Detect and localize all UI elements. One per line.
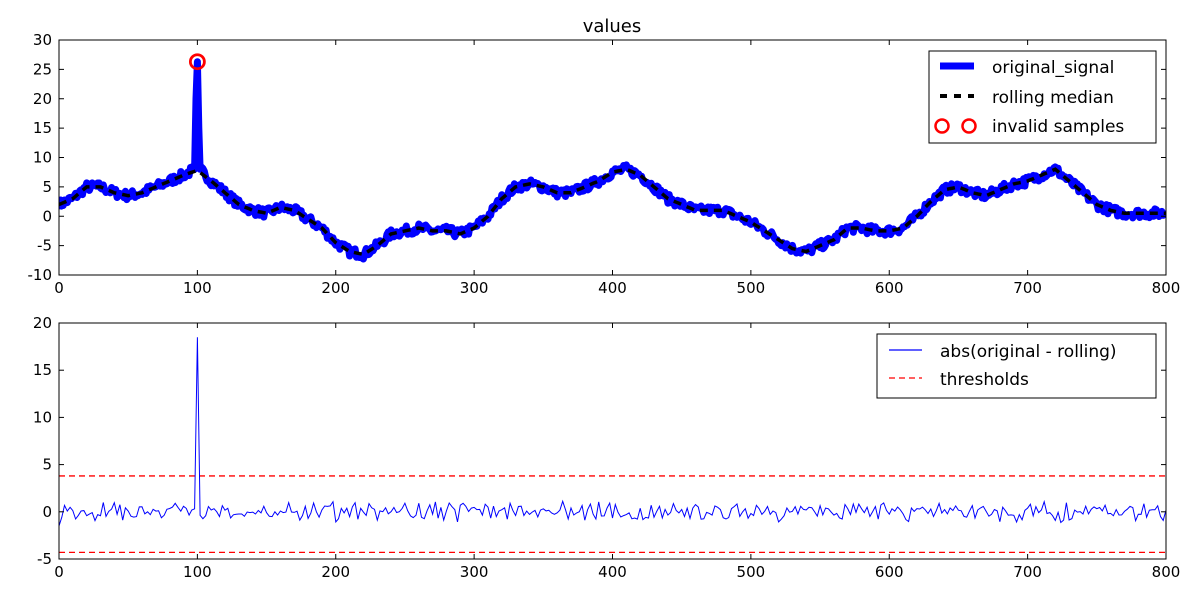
x-tick-label: 100 [183, 563, 212, 581]
legend-marker-invalid-2 [961, 118, 977, 134]
y-tick-label: -5 [37, 237, 52, 255]
x-tick-label: 400 [598, 279, 627, 297]
series-original-signal [59, 58, 1166, 263]
subplot-values: values 0 100 200 300 400 500 600 700 800 -10 -5 0 5 1… [28, 16, 1181, 297]
plot-area-values [59, 53, 1166, 263]
x-tick-label: 500 [737, 563, 766, 581]
x-tick-label: 500 [737, 279, 766, 297]
legend-box [876, 333, 1157, 399]
y-tick-label: -5 [37, 550, 52, 568]
y-tick-label: 15 [33, 361, 52, 379]
y-tick-label: -10 [28, 266, 53, 284]
x-tick-label: 700 [1013, 563, 1042, 581]
x-tick-label: 0 [54, 563, 64, 581]
legend-label-thresholds: thresholds [940, 370, 1029, 390]
y-tick-label: 0 [42, 503, 52, 521]
x-tick-label: 600 [875, 563, 904, 581]
x-tick-label: 100 [183, 279, 212, 297]
axis-ticks-values: 0 100 200 300 400 500 600 700 800 -10 -5 0 5 10 15 20 25… [28, 31, 1181, 297]
x-tick-label: 600 [875, 279, 904, 297]
x-tick-label: 800 [1152, 279, 1181, 297]
legend-marker-invalid-1 [934, 118, 950, 134]
legend-label-invalid-samples: invalid samples [992, 117, 1124, 137]
legend-difference: abs(original - rolling) thresholds [876, 333, 1157, 399]
legend-values: original_signal rolling median invalid s… [928, 50, 1157, 144]
x-tick-label: 300 [460, 279, 489, 297]
y-tick-label: 5 [42, 456, 52, 474]
x-tick-label: 700 [1013, 279, 1042, 297]
x-tick-label: 200 [321, 279, 350, 297]
legend-label-rolling-median: rolling median [992, 88, 1114, 108]
x-tick-label: 400 [598, 563, 627, 581]
x-tick-label: 800 [1152, 563, 1181, 581]
chart-title: values [583, 16, 642, 37]
x-tick-label: 200 [321, 563, 350, 581]
y-tick-label: 10 [33, 149, 52, 167]
legend-label-original-signal: original_signal [992, 58, 1114, 78]
y-tick-label: 30 [33, 31, 52, 49]
invalid-sample-marker [188, 53, 206, 71]
y-tick-label: 25 [33, 60, 52, 78]
y-tick-label: 15 [33, 119, 52, 137]
y-tick-label: 20 [33, 90, 52, 108]
x-tick-label: 300 [460, 563, 489, 581]
x-tick-label: 0 [54, 279, 64, 297]
y-tick-label: 10 [33, 408, 52, 426]
plot-area-difference [58, 337, 1167, 554]
y-tick-label: 0 [42, 207, 52, 225]
y-tick-label: 5 [42, 178, 52, 196]
series-abs-difference [58, 337, 1167, 527]
legend-label-abs-difference: abs(original - rolling) [940, 342, 1117, 362]
y-tick-label: 20 [33, 314, 52, 332]
series-rolling-median [59, 167, 1166, 257]
